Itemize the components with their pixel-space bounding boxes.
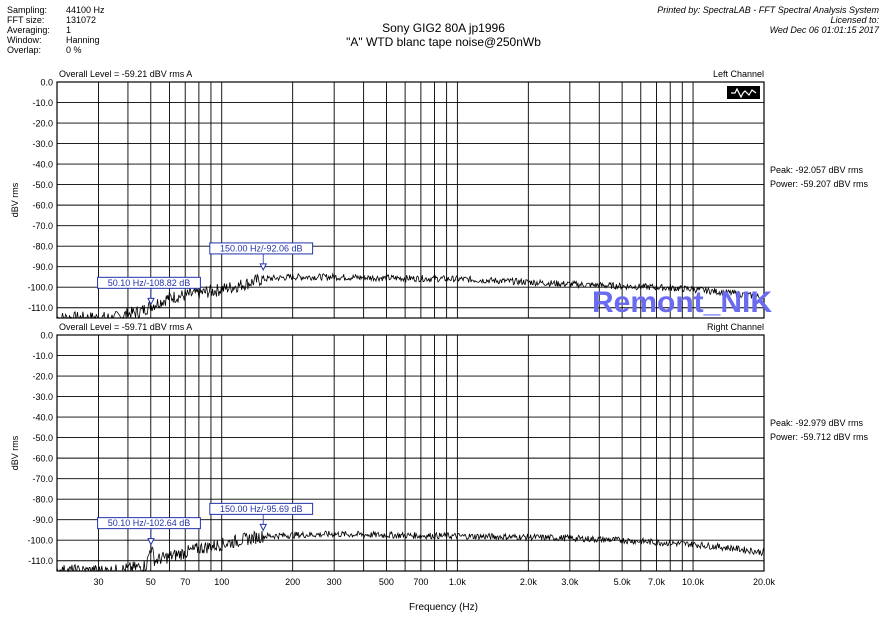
y-tick-label: 0.0 (40, 331, 53, 341)
y-tick-label: -10.0 (32, 351, 53, 361)
y-tick-label: -50.0 (32, 180, 53, 190)
y-tick-label: -20.0 (32, 372, 53, 382)
x-tick-label: 3.0k (561, 577, 579, 587)
x-tick-label: 100 (214, 577, 229, 587)
marker-triangle (259, 523, 268, 532)
y-tick-label: -40.0 (32, 160, 53, 170)
setting-key: Window: (7, 35, 42, 45)
x-tick-label: 50 (146, 577, 156, 587)
y-tick-label: -10.0 (32, 98, 53, 108)
overall-level: Overall Level = -59.21 dBV rms A (59, 69, 192, 79)
marker-box (209, 502, 314, 515)
power-readout: Power: -59.207 dBV rms (770, 179, 869, 189)
chart-subtitle: "A" WTD blanc tape noise@250nWb (346, 35, 541, 49)
y-tick-label: -100.0 (27, 536, 53, 546)
x-tick-label: 500 (379, 577, 394, 587)
setting-key: Averaging: (7, 25, 50, 35)
setting-key: FFT size: (7, 15, 45, 25)
y-tick-label: -90.0 (32, 515, 53, 525)
y-tick-label: -90.0 (32, 262, 53, 272)
plot-frame (56, 334, 765, 572)
setting-key: Overlap: (7, 45, 42, 55)
x-axis-label: Frequency (Hz) (409, 602, 478, 613)
x-tick-label: 300 (327, 577, 342, 587)
plot-frame (56, 81, 765, 319)
spectrum-trace (56, 530, 765, 573)
setting-value: Hanning (66, 35, 100, 45)
marker-box (97, 517, 201, 530)
marker-box (209, 242, 314, 255)
spectrum-trace (56, 272, 765, 320)
y-tick-label: -20.0 (32, 119, 53, 129)
y-tick-label: -60.0 (32, 454, 53, 464)
chart-panel-left-channel: 0.0 -10.0 -20.0 -30.0 -40.0 -50.0 -60.0 -70.0 -8… (10, 69, 869, 320)
y-tick-label: -60.0 (32, 201, 53, 211)
y-tick-label: -110.0 (28, 303, 53, 313)
y-axis-label: dBV rms (10, 435, 20, 470)
setting-value: 131072 (66, 15, 97, 25)
peak-readout: Peak: -92.057 dBV rms (770, 165, 864, 175)
y-tick-label: 0.0 (40, 78, 53, 88)
credits-line: Wed Dec 06 01:01:15 2017 (769, 25, 879, 35)
overall-level: Overall Level = -59.71 dBV rms A (59, 322, 192, 332)
marker-triangle (147, 297, 155, 306)
setting-value: 0 % (66, 45, 82, 55)
marker-label: 50.10 Hz/-108.82 dB (108, 278, 191, 288)
credits-line: Printed by: SpectraLAB - FFT Spectral An… (657, 5, 879, 15)
power-readout: Power: -59.712 dBV rms (770, 432, 869, 442)
setting-value: 44100 Hz (66, 5, 105, 15)
x-tick-label: 20.0k (753, 577, 776, 587)
chart-title: Sony GIG2 80A jp1996 (382, 21, 505, 35)
marker-triangle (147, 538, 155, 546)
watermark: Remont_NIK (592, 286, 772, 319)
x-tick-label: 200 (285, 577, 300, 587)
y-tick-label: -30.0 (32, 139, 53, 149)
y-tick-label: -100.0 (27, 283, 53, 293)
setting-value: 1 (66, 25, 72, 35)
y-tick-label: -110.0 (28, 556, 53, 566)
waveform-icon-glyph (731, 87, 757, 99)
setting-key: Sampling: (7, 5, 48, 15)
x-tick-label: 2.0k (520, 577, 538, 587)
peak-readout: Peak: -92.979 dBV rms (770, 418, 864, 428)
marker-label: 50.10 Hz/-102.64 dB (108, 518, 191, 528)
marker-label: 150.00 Hz/-92.06 dB (220, 243, 303, 253)
marker-label: 150.00 Hz/-95.69 dB (220, 504, 303, 514)
x-tick-label: 10.0k (682, 577, 705, 587)
y-tick-label: -70.0 (32, 221, 53, 231)
y-axis-label: dBV rms (10, 182, 20, 217)
x-tick-label: 30 (93, 577, 103, 587)
credits-line: Licensed to: (830, 15, 879, 25)
y-tick-label: -80.0 (32, 242, 53, 252)
waveform-icon (727, 86, 760, 99)
marker-box (97, 276, 201, 289)
y-tick-label: -40.0 (32, 413, 53, 423)
y-tick-label: -30.0 (32, 392, 53, 402)
y-tick-label: -80.0 (32, 495, 53, 505)
y-tick-label: -50.0 (32, 433, 53, 443)
x-tick-label: 70 (180, 577, 190, 587)
chart-panel-right-channel: 0.0 -10.0 -20.0 -30.0 -40.0 -50.0 -60.0 -70.0 -8… (10, 322, 869, 587)
x-tick-label: 1.0k (449, 577, 467, 587)
channel-name: Left Channel (713, 69, 764, 79)
channel-name: Right Channel (707, 322, 764, 332)
x-tick-label: 700 (413, 577, 428, 587)
x-tick-label: 7.0k (648, 577, 666, 587)
x-tick-label: 5.0k (614, 577, 632, 587)
y-tick-label: -70.0 (32, 474, 53, 484)
